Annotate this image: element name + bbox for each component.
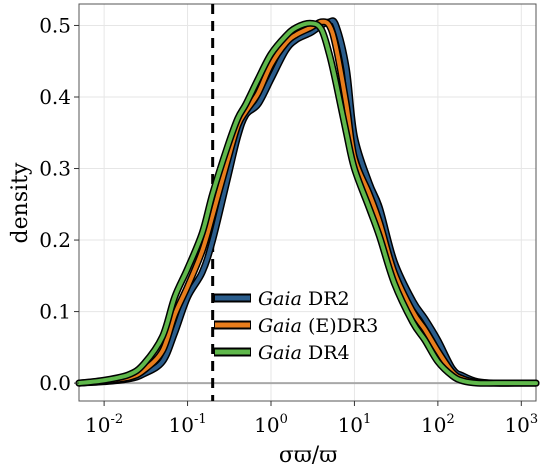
y-axis-ticks: 0.0 0.1 0.2 0.3 0.4 0.5 bbox=[39, 13, 79, 395]
y-tick-label: 0.3 bbox=[39, 157, 71, 181]
y-tick-label: 0.2 bbox=[39, 228, 71, 252]
series-curves bbox=[75, 17, 540, 387]
series-line-2 bbox=[77, 21, 538, 386]
legend: Gaia DR2 Gaia (E)DR3 Gaia DR4 bbox=[214, 288, 378, 364]
y-tick-label: 0.0 bbox=[39, 371, 71, 395]
legend-label-0: Gaia DR2 bbox=[258, 288, 350, 310]
x-tick-label: 10-1 bbox=[168, 412, 206, 437]
y-axis-label: density bbox=[8, 162, 33, 243]
x-tick-label: 100 bbox=[254, 412, 288, 437]
plot-area bbox=[78, 3, 537, 402]
y-tick-label: 0.4 bbox=[39, 85, 71, 109]
y-tick-label: 0.5 bbox=[39, 13, 71, 37]
x-tick-label: 101 bbox=[338, 412, 372, 437]
x-axis-ticks: 10-2 10-1 100 101 102 103 bbox=[85, 401, 538, 437]
x-axis-label: σϖ/ϖ bbox=[279, 443, 337, 468]
x-tick-label: 102 bbox=[421, 412, 455, 437]
x-tick-label: 103 bbox=[504, 412, 538, 437]
y-tick-label: 0.1 bbox=[39, 300, 71, 324]
legend-label-1: Gaia (E)DR3 bbox=[258, 315, 378, 337]
x-tick-label: 10-2 bbox=[85, 412, 123, 437]
legend-label-2: Gaia DR4 bbox=[258, 342, 350, 364]
